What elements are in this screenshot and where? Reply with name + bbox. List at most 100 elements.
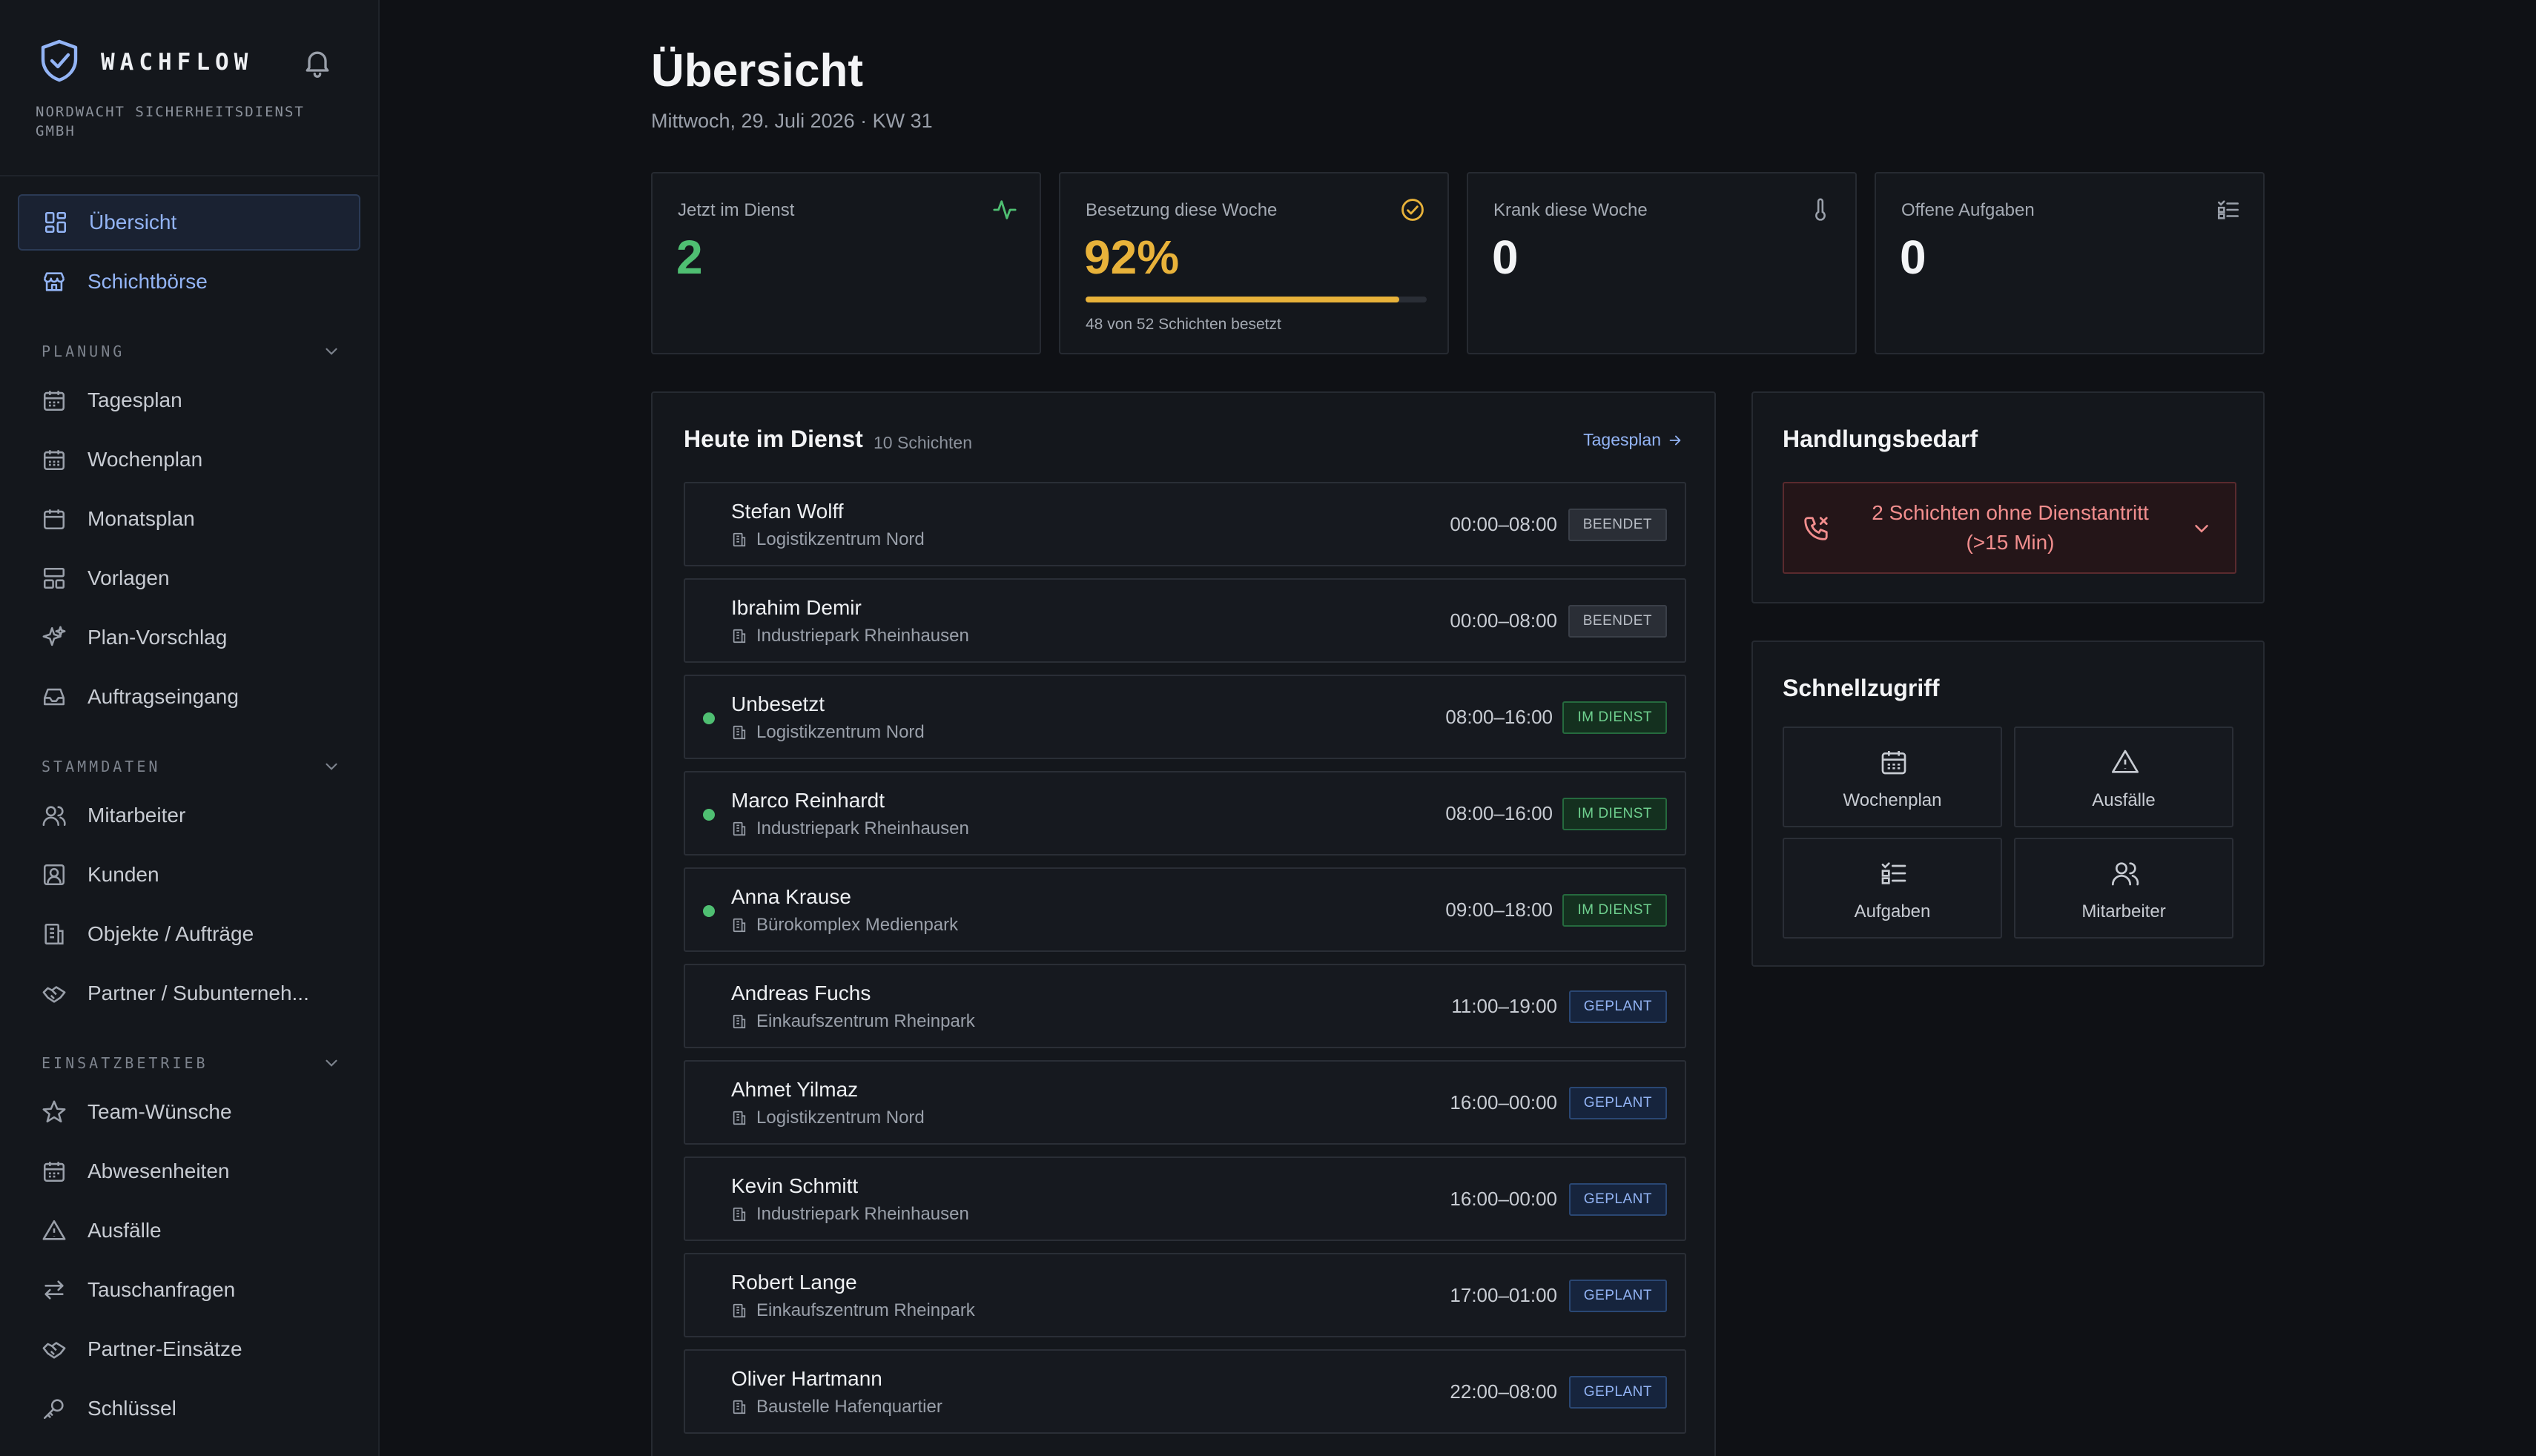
- sparkles-icon: [42, 626, 66, 646]
- shift-location-label: Logistikzentrum Nord: [756, 529, 925, 549]
- shift-location-label: Industriepark Rheinhausen: [756, 626, 969, 646]
- sidebar-item-mitarbeiter[interactable]: Mitarbeiter: [18, 787, 360, 844]
- sidebar-item-monatsplan[interactable]: Monatsplan: [18, 491, 360, 547]
- status-badge: GEPLANT: [1568, 990, 1667, 1023]
- stat-card-besetzung: Besetzung diese Woche 92% 48 von 52 Schi…: [1059, 172, 1449, 354]
- shift-row[interactable]: Oliver Hartmann Baustelle Hafenquartier 22…: [684, 1349, 1686, 1434]
- check-circle-icon: [1401, 199, 1424, 221]
- shift-time: 17:00–01:00: [1450, 1284, 1557, 1306]
- shift-time: 16:00–00:00: [1450, 1091, 1557, 1113]
- shift-person-name: Ibrahim Demir: [731, 596, 862, 619]
- sidebar-item-label: Übersicht: [89, 211, 177, 234]
- sidebar-item-label: Kunden: [87, 863, 159, 886]
- stat-value: 2: [676, 231, 703, 284]
- sidebar-item-ausfaelle[interactable]: Ausfälle: [18, 1202, 360, 1259]
- quick-access-label: Wochenplan: [1843, 790, 1942, 810]
- sidebar-item-objekte[interactable]: Objekte / Aufträge: [18, 906, 360, 962]
- shift-location-label: Logistikzentrum Nord: [756, 722, 925, 742]
- sidebar-item-wochenplan[interactable]: Wochenplan: [18, 431, 360, 488]
- tasks-icon: [2217, 200, 2239, 219]
- sidebar-item-auftragseingang[interactable]: Auftragseingang: [18, 669, 360, 725]
- quick-access-mitarbeiter[interactable]: Mitarbeiter: [2014, 838, 2233, 939]
- sidebar-item-tagesplan[interactable]: Tagesplan: [18, 372, 360, 428]
- handshake-icon: [42, 1342, 66, 1359]
- sidebar-item-label: Objekte / Aufträge: [87, 922, 254, 945]
- activity-icon: [993, 200, 1017, 219]
- stat-label: Offene Aufgaben: [1901, 200, 2035, 220]
- sidebar-item-kunden[interactable]: Kunden: [18, 847, 360, 903]
- brand: WACHFLOW NORDWACHT SICHERHEITSDIENST GMB…: [36, 39, 351, 150]
- duty-title: Heute im Dienst: [684, 426, 863, 452]
- shift-row[interactable]: Ibrahim Demir Industriepark Rheinhausen 00…: [684, 578, 1686, 663]
- chevron-down-icon: [2195, 525, 2208, 533]
- sidebar-item-label: Ausfälle: [87, 1219, 162, 1242]
- section-stammdaten[interactable]: STAMMDATEN: [42, 752, 341, 781]
- shift-time: 09:00–18:00: [1445, 899, 1553, 921]
- shift-row[interactable]: Marco Reinhardt Industriepark Rheinhausen…: [684, 771, 1686, 856]
- status-badge: GEPLANT: [1568, 1183, 1667, 1216]
- sidebar-item-plan-vorschlag[interactable]: Plan-Vorschlag: [18, 609, 360, 666]
- swap-icon: [44, 1280, 64, 1300]
- shift-person-name: Kevin Schmitt: [731, 1174, 859, 1197]
- sidebar-item-label: Plan-Vorschlag: [87, 626, 228, 649]
- sidebar-item-partner-einsaetze[interactable]: Partner-Einsätze: [18, 1321, 360, 1377]
- section-label: EINSATZBETRIEB: [42, 1054, 208, 1072]
- shift-person-name: Anna Krause: [731, 885, 851, 908]
- bell-icon[interactable]: [301, 46, 334, 79]
- sidebar-item-partner[interactable]: Partner / Subunterneh...: [18, 965, 360, 1022]
- shift-row[interactable]: Kevin Schmitt Industriepark Rheinhausen 16…: [684, 1156, 1686, 1241]
- quick-access-title: Schnellzugriff: [1783, 675, 1940, 701]
- stat-label: Jetzt im Dienst: [678, 200, 795, 220]
- app-name: WACHFLOW: [101, 49, 254, 76]
- sidebar-item-schichtboerse[interactable]: Schichtbörse: [18, 254, 360, 310]
- sidebar-item-vorlagen[interactable]: Vorlagen: [18, 550, 360, 606]
- tagesplan-link-label: Tagesplan: [1583, 430, 1661, 449]
- shift-location: Baustelle Hafenquartier: [731, 1397, 942, 1417]
- shift-location-label: Logistikzentrum Nord: [756, 1108, 925, 1128]
- quick-access-wochenplan[interactable]: Wochenplan: [1783, 727, 2002, 827]
- shift-location-label: Industriepark Rheinhausen: [756, 818, 969, 838]
- sidebar-item-schluessel[interactable]: Schlüssel: [18, 1380, 360, 1437]
- shift-row[interactable]: Stefan Wolff Logistikzentrum Nord 00:00–08…: [684, 482, 1686, 566]
- building-icon: [733, 918, 746, 933]
- sidebar-item-team-wuensche[interactable]: Team-Wünsche: [18, 1084, 360, 1140]
- sidebar-item-uebersicht[interactable]: Übersicht: [18, 194, 360, 251]
- stat-value: 0: [1492, 231, 1519, 284]
- quick-access-aufgaben[interactable]: Aufgaben: [1783, 838, 2002, 939]
- missing-shift-alert[interactable]: 2 Schichten ohne Dienstantritt (>15 Min): [1783, 482, 2236, 574]
- sidebar-item-tauschanfragen[interactable]: Tauschanfragen: [18, 1262, 360, 1318]
- sidebar-item-label: Team-Wünsche: [87, 1100, 232, 1123]
- shift-row[interactable]: Ahmet Yilmaz Logistikzentrum Nord 16:00–00…: [684, 1060, 1686, 1145]
- shift-row[interactable]: Robert Lange Einkaufszentrum Rheinpark 17:…: [684, 1253, 1686, 1337]
- store-icon: [43, 272, 65, 291]
- users-icon: [42, 806, 66, 827]
- shift-row[interactable]: Anna Krause Bürokomplex Medienpark 09:00–1…: [684, 867, 1686, 952]
- tagesplan-link[interactable]: Tagesplan: [1583, 430, 1683, 450]
- shift-row[interactable]: Unbesetzt Logistikzentrum Nord 08:00–16:00…: [684, 675, 1686, 759]
- shift-row[interactable]: Andreas Fuchs Einkaufszentrum Rheinpark 11…: [684, 964, 1686, 1048]
- shift-time: 00:00–08:00: [1450, 609, 1557, 632]
- contact-icon: [43, 864, 65, 886]
- stat-label: Besetzung diese Woche: [1086, 200, 1278, 220]
- quick-access-ausfaelle[interactable]: Ausfälle: [2014, 727, 2233, 827]
- page-subtitle: Mittwoch, 29. Juli 2026 · KW 31: [651, 110, 933, 132]
- sidebar-item-abwesenheiten[interactable]: Abwesenheiten: [18, 1143, 360, 1199]
- stat-caption: 48 von 52 Schichten besetzt: [1086, 316, 1281, 333]
- section-einsatzbetrieb[interactable]: EINSATZBETRIEB: [42, 1048, 341, 1078]
- on-duty-indicator: [703, 712, 715, 724]
- shift-time: 11:00–19:00: [1451, 995, 1557, 1017]
- calendar-off-icon: [43, 1162, 65, 1182]
- calendar-month-icon: [43, 509, 65, 530]
- status-badge: BEENDET: [1568, 509, 1667, 541]
- section-planung[interactable]: PLANUNG: [42, 337, 341, 366]
- quick-access-label: Ausfälle: [2092, 790, 2156, 810]
- building-icon: [733, 1111, 746, 1125]
- shift-person-name: Ahmet Yilmaz: [731, 1078, 859, 1101]
- shift-location-label: Einkaufszentrum Rheinpark: [756, 1300, 975, 1320]
- status-badge: GEPLANT: [1568, 1376, 1667, 1409]
- shift-person-name: Robert Lange: [731, 1271, 857, 1294]
- building-icon: [733, 629, 746, 643]
- shift-location-label: Industriepark Rheinhausen: [756, 1204, 969, 1224]
- building-icon: [733, 725, 746, 740]
- shift-location: Logistikzentrum Nord: [731, 529, 925, 550]
